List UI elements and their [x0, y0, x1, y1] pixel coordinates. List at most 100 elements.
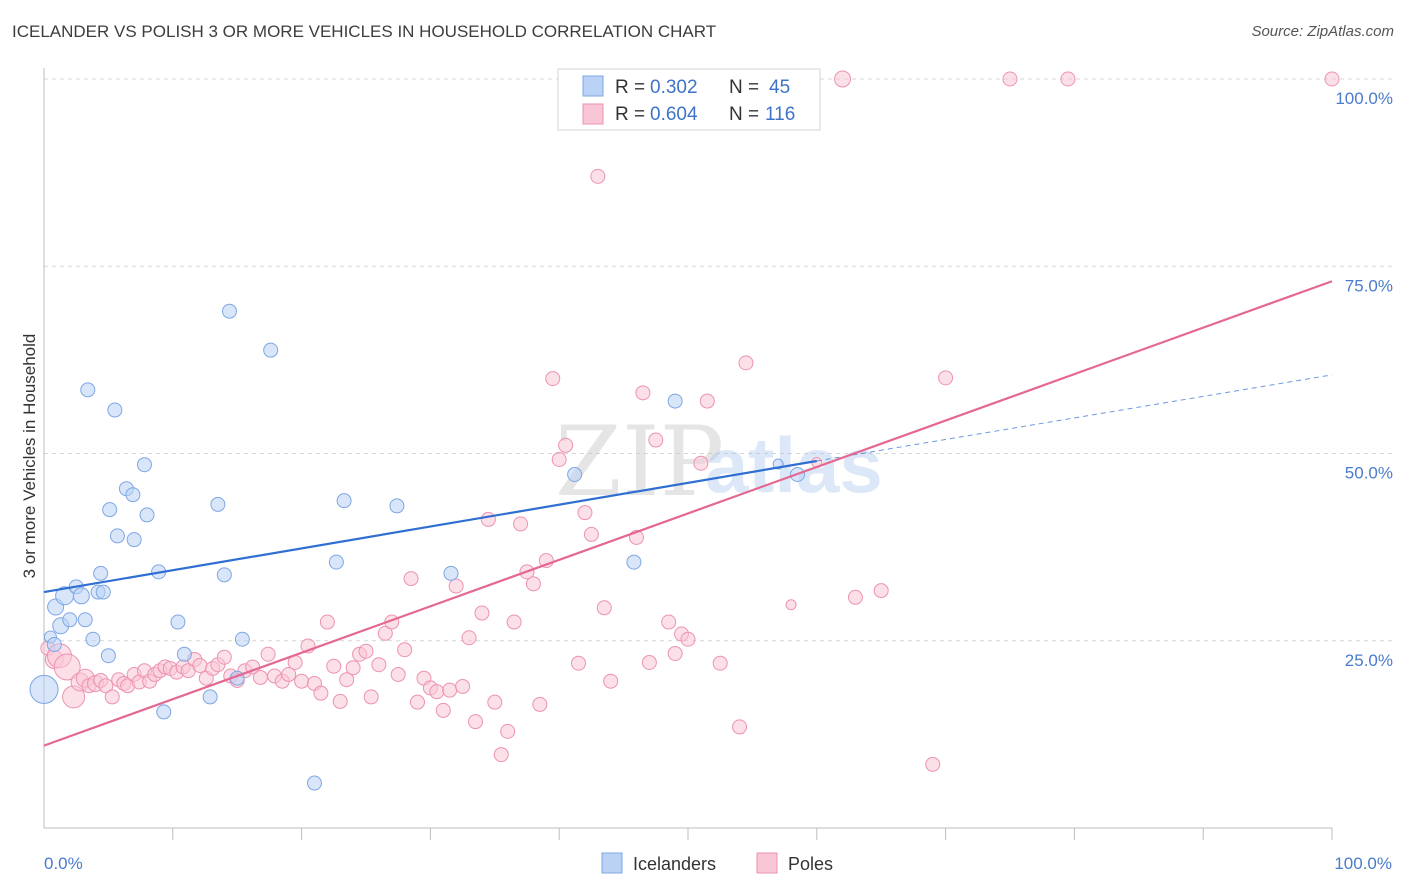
icelanders-point-40 — [567, 466, 583, 482]
icelanders-point-17 — [107, 402, 123, 418]
icelanders-point-42 — [667, 393, 683, 409]
icelanders-point-9 — [77, 612, 93, 628]
poles-point-109 — [1002, 71, 1018, 87]
poles-point-93 — [635, 385, 651, 401]
icelanders-point-35 — [306, 775, 322, 791]
poles-point-78 — [525, 576, 541, 592]
legend-n-value-poles: 116 — [765, 104, 795, 125]
icelanders-point-11 — [85, 631, 101, 647]
poles-point-99 — [680, 631, 696, 647]
poles-point-87 — [590, 168, 606, 184]
poles-point-57 — [390, 666, 406, 682]
y-tick-label-25: 25.0% — [1345, 651, 1393, 670]
icelanders-point-15 — [100, 648, 116, 664]
poles-point-86 — [583, 526, 599, 542]
icelanders-point-39 — [443, 565, 459, 581]
icelanders-point-26 — [170, 614, 186, 630]
icelanders-point-27 — [176, 646, 192, 662]
poles-point-37 — [260, 646, 276, 662]
bottom-legend: Icelanders Poles — [601, 852, 833, 874]
icelanders-point-6 — [62, 612, 78, 628]
poles-point-46 — [319, 614, 335, 630]
y-axis-tick-labels: 25.0% 50.0% 75.0% 100.0% — [1335, 89, 1393, 670]
poles-point-40 — [281, 666, 297, 682]
poles-point-45 — [313, 685, 329, 701]
poles-point-71 — [480, 511, 496, 527]
poles-point-100 — [693, 455, 709, 471]
icelanders-point-41 — [626, 554, 642, 570]
poles-point-52 — [358, 643, 374, 659]
y-tick-label-100: 100.0% — [1335, 89, 1393, 108]
poles-point-75 — [506, 614, 522, 630]
poles-point-69 — [467, 714, 483, 730]
legend-n-label-poles: N = — [729, 104, 759, 125]
poles-point-84 — [571, 655, 587, 671]
poles-point-42 — [294, 673, 310, 689]
poles-point-97 — [667, 645, 683, 661]
poles-point-66 — [448, 578, 464, 594]
poles-point-55 — [377, 625, 393, 641]
icelanders-point-18 — [109, 528, 125, 544]
icelanders-point-33 — [234, 631, 250, 647]
icelanders-point-25 — [156, 704, 172, 720]
poles-point-89 — [603, 673, 619, 689]
poles-point-96 — [661, 614, 677, 630]
icelanders-point-36 — [328, 554, 344, 570]
icelanders-point-28 — [202, 689, 218, 705]
poles-point-95 — [648, 432, 664, 448]
poles-point-68 — [461, 630, 477, 646]
legend-r-label-poles: R = — [615, 104, 645, 125]
poles-point-64 — [435, 702, 451, 718]
icelanders-point-10 — [80, 382, 96, 398]
icelanders-point-16 — [102, 502, 118, 518]
poles-point-104 — [738, 355, 754, 371]
poles-point-108 — [938, 370, 954, 386]
poles-point-27 — [192, 657, 208, 673]
icelanders-point-30 — [216, 567, 232, 583]
icelanders-point-31 — [221, 303, 237, 319]
icelanders-point-21 — [126, 532, 142, 548]
poles-point-48 — [332, 693, 348, 709]
poles-point-63 — [429, 684, 445, 700]
poles-point-102 — [712, 655, 728, 671]
trend-icelanders-extension — [816, 374, 1333, 462]
x-tick-label-max: 100.0% — [1334, 854, 1392, 873]
legend: R = 0.302 N = 45 R = 0.604 N = 116 — [557, 68, 821, 131]
poles-point-70 — [474, 605, 490, 621]
icelanders-point-22 — [136, 457, 152, 473]
poles-point-67 — [455, 678, 471, 694]
icelanders-point-0 — [29, 674, 59, 704]
x-axis-ticks — [172, 828, 1333, 840]
poles-point-81 — [545, 371, 561, 387]
poles-point-83 — [558, 437, 574, 453]
icelanders-point-8 — [72, 587, 90, 605]
poles-point-65 — [442, 682, 458, 698]
poles-point-54 — [371, 657, 387, 673]
y-tick-label-75: 75.0% — [1345, 276, 1393, 295]
trend-lines — [43, 280, 1333, 747]
icelanders-point-2 — [46, 636, 62, 652]
icelanders-point-20 — [125, 487, 141, 503]
poles-point-88 — [596, 600, 612, 616]
legend-swatch-poles — [582, 103, 604, 125]
legend-r-value-icelanders: 0.302 — [650, 77, 698, 98]
icelanders-point-13 — [93, 565, 109, 581]
poles-point-60 — [410, 694, 426, 710]
poles-point-76 — [513, 516, 529, 532]
chart-title: ICELANDER VS POLISH 3 OR MORE VEHICLES I… — [12, 22, 717, 41]
legend-r-value-poles: 0.604 — [650, 104, 698, 125]
icelanders-point-38 — [389, 498, 405, 514]
poles-point-73 — [493, 747, 509, 763]
poles-point-112 — [834, 70, 852, 88]
icelanders-point-37 — [336, 493, 352, 509]
legend-r-label-icelanders: R = — [615, 77, 645, 98]
poles-point-107 — [925, 756, 941, 772]
poles-point-11 — [104, 689, 120, 705]
poles-point-10 — [98, 678, 114, 694]
poles-point-82 — [551, 451, 567, 467]
bottom-legend-icelanders: Icelanders — [633, 854, 716, 874]
icelanders-point-34 — [263, 342, 279, 358]
grid-lines — [44, 78, 1394, 642]
poles-point-3 — [53, 653, 81, 681]
